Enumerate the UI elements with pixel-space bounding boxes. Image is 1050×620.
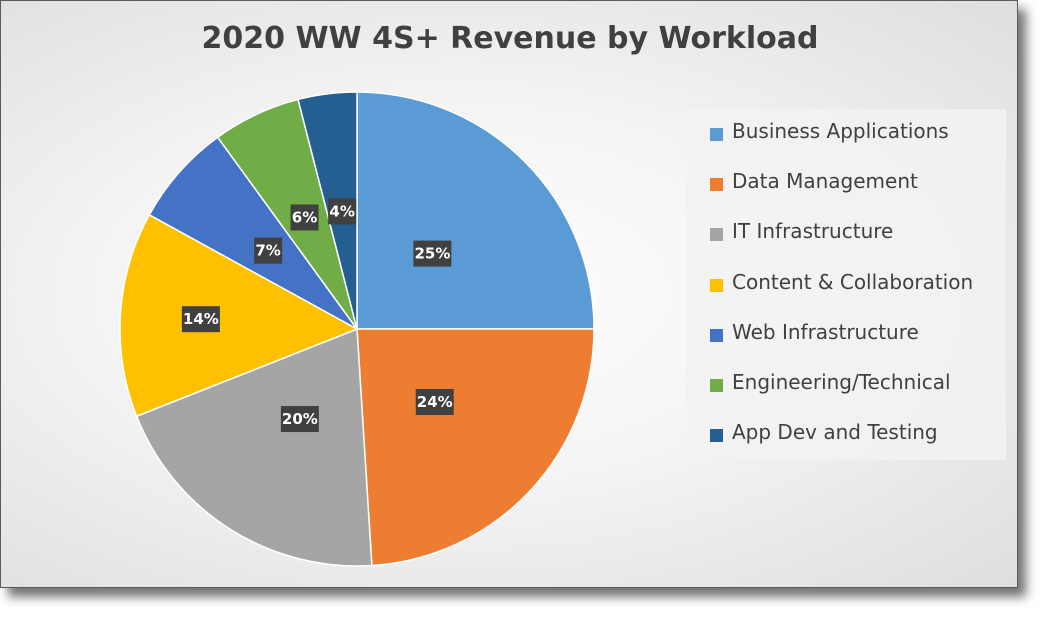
pie-chart: 25% 24% 20% 14% 7% 6% 4%	[119, 91, 595, 567]
data-label-4: 7%	[254, 237, 283, 264]
pie-slice-2	[135, 327, 373, 567]
pie-slice-4	[148, 136, 358, 330]
pie-slice-3	[119, 213, 359, 418]
data-label-box	[415, 389, 454, 416]
data-label-text: 14%	[183, 310, 219, 328]
data-label-3: 14%	[181, 306, 220, 333]
pie-slice-6	[297, 91, 358, 330]
data-label-1: 24%	[415, 389, 454, 416]
pie-slice-1	[356, 328, 595, 567]
legend-label: Business Applications	[732, 119, 949, 143]
legend-swatch	[710, 228, 723, 242]
data-label-box	[181, 306, 220, 333]
legend-item: Engineering/Technical	[686, 370, 1006, 420]
pie-slice-0	[356, 91, 595, 330]
data-label-box	[328, 198, 357, 225]
chart-legend: Business Applications Data Management IT I…	[686, 109, 1006, 460]
legend-item: IT Infrastructure	[686, 219, 1006, 269]
data-label-box	[254, 237, 283, 264]
legend-swatch	[710, 328, 723, 342]
legend-swatch	[710, 429, 723, 443]
legend-item: Content & Collaboration	[686, 270, 1006, 320]
data-label-box	[290, 204, 319, 231]
data-label-box	[413, 240, 452, 267]
data-label-text: 4%	[329, 202, 354, 220]
data-label-2: 20%	[280, 406, 319, 433]
legend-label: Engineering/Technical	[732, 369, 951, 394]
legend-item: App Dev and Testing	[686, 420, 1006, 470]
legend-label: IT Infrastructure	[732, 219, 894, 244]
data-label-6: 4%	[328, 198, 357, 225]
legend-swatch	[710, 278, 723, 292]
data-label-text: 24%	[417, 393, 453, 411]
legend-label: Content & Collaboration	[732, 269, 974, 294]
data-label-5: 6%	[290, 204, 319, 231]
legend-item: Data Management	[686, 169, 1006, 219]
chart-title: 2020 WW 4S+ Revenue by Workload	[201, 21, 819, 56]
legend-swatch	[710, 378, 723, 392]
chart-frame: 2020 WW 4S+ Revenue by Workload 25% 24% 20…	[0, 0, 1018, 588]
legend-label: App Dev and Testing	[732, 420, 938, 445]
data-label-text: 7%	[255, 242, 280, 260]
legend-item: Web Infrastructure	[686, 320, 1006, 370]
legend-swatch	[710, 128, 723, 141]
legend-swatch	[710, 178, 723, 192]
legend-label: Web Infrastructure	[732, 319, 919, 344]
data-label-text: 20%	[282, 410, 318, 428]
legend-item: Business Applications	[686, 119, 1006, 169]
data-label-0: 25%	[413, 240, 452, 267]
data-label-box	[280, 406, 319, 433]
legend-label: Data Management	[732, 169, 918, 194]
data-label-text: 25%	[414, 245, 450, 263]
data-label-text: 6%	[292, 208, 317, 226]
